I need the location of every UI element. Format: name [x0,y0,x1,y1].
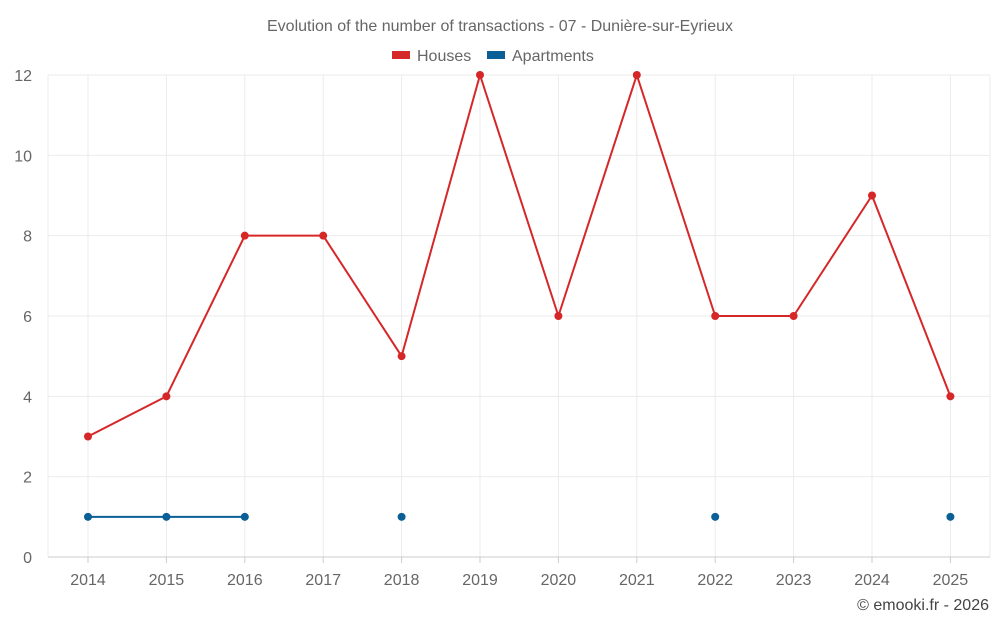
data-point[interactable] [162,392,171,401]
data-point[interactable] [240,231,249,240]
legend-label: Houses [417,48,471,65]
data-point[interactable] [397,512,406,521]
legend-label: Apartments [512,48,594,65]
x-tick-label: 2020 [541,572,577,589]
x-tick-label: 2017 [305,572,341,589]
x-tick-label: 2016 [227,572,263,589]
y-tick-label: 12 [14,68,32,85]
legend: Houses Apartments [392,48,594,65]
legend-swatch [392,51,410,59]
data-point[interactable] [946,392,955,401]
axes: 0 2 4 6 8 10 12 2014 2015 2016 2017 2018 2019 2020 202… [14,68,990,589]
x-tick-label: 2015 [149,572,185,589]
legend-swatch [487,51,505,59]
y-tick-label: 4 [23,389,32,406]
data-point[interactable] [84,432,92,441]
data-point[interactable] [711,312,720,320]
y-tick-label: 6 [23,309,32,326]
data-point[interactable] [632,71,641,79]
x-tick-label: 2019 [462,572,498,589]
data-point[interactable] [240,512,249,521]
y-tick-label: 8 [23,229,32,246]
y-tick-label: 2 [23,470,32,487]
credit-text: © emooki.fr - 2026 [857,597,989,614]
y-tick-label: 0 [23,550,32,567]
data-point[interactable] [946,512,955,521]
legend-item-houses[interactable]: Houses [392,48,471,65]
data-point[interactable] [711,512,720,521]
series-apartments [84,512,955,521]
series-line [87,74,952,438]
x-tick-label: 2023 [776,572,812,589]
series-houses [84,71,955,441]
series-layer [84,71,955,521]
x-tick-label: 2022 [697,572,733,589]
chart-title: Evolution of the number of transactions … [267,18,733,35]
y-tick-label: 10 [14,148,32,165]
data-point[interactable] [319,231,328,240]
x-tick-label: 2021 [619,572,655,589]
x-tick-label: 2014 [70,572,106,589]
x-tick-label: 2025 [933,572,969,589]
data-point[interactable] [84,512,92,521]
data-point[interactable] [162,512,171,521]
data-point[interactable] [476,71,484,79]
grid-lines [47,74,991,557]
data-point[interactable] [397,352,406,361]
x-tick-label: 2018 [384,572,420,589]
data-point[interactable] [789,312,798,320]
legend-item-apartments[interactable]: Apartments [487,48,594,65]
data-point[interactable] [554,312,563,320]
x-tick-label: 2024 [854,572,890,589]
data-point[interactable] [868,191,876,200]
